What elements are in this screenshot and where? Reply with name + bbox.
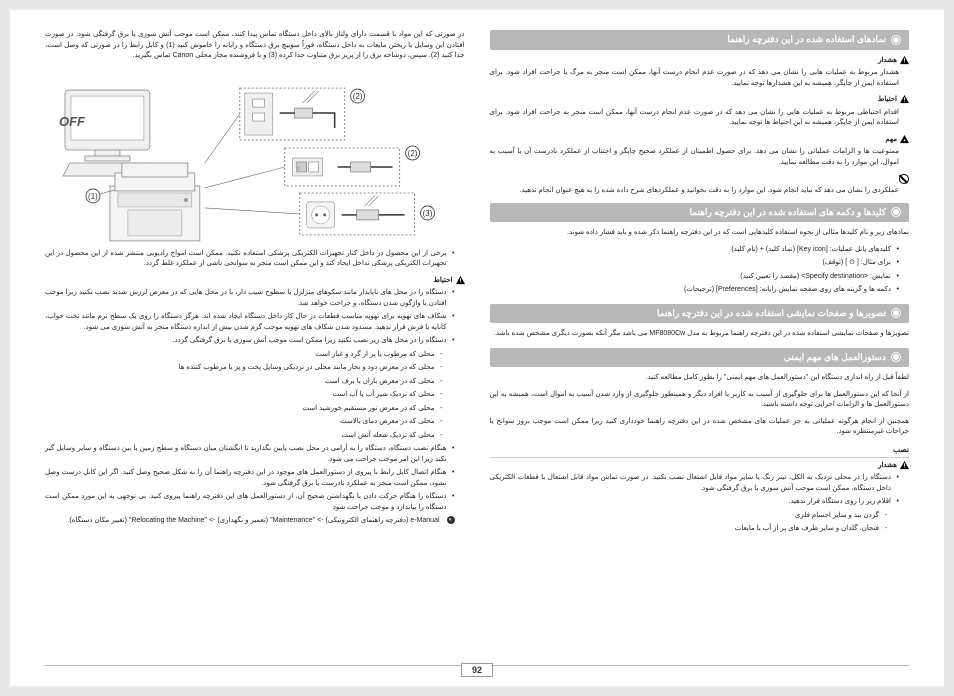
caution-icon <box>456 276 465 285</box>
list-item: هنگام نصب دستگاه، دستگاه را به آرامی در … <box>45 444 455 465</box>
manual-ref: e-Manual (دفترچه راهنمای الکترونیکی) -> … <box>67 516 439 527</box>
warning-text: هشدار مربوط به عملیات هایی را نشان می ده… <box>490 68 910 89</box>
page-footer: 92 <box>10 660 944 678</box>
safety-p1: لطفاً قبل از راه اندازی دستگاه این "دستو… <box>490 373 910 384</box>
warning-icon <box>900 56 909 65</box>
section-header-safety: دستورالعمل های مهم ایمنی <box>490 348 910 368</box>
prohibit-text: عملکردی را نشان می دهد که نباید انجام شو… <box>490 186 910 197</box>
warning-row: هشدار <box>490 461 910 472</box>
list-item: گردن بند و سایر اجسام فلزی <box>490 511 888 522</box>
location-sublist: محلی که مرطوب یا پر از گرد و غبار است مح… <box>45 350 465 442</box>
reference-icon: ◐ <box>447 516 455 524</box>
list-item: دستگاه را هنگام حرکت دادن با نگهداشتن صح… <box>45 492 455 513</box>
warning-icon <box>900 461 909 470</box>
list-item: نمایش: <Specify destination> (مقصد را تع… <box>490 272 900 283</box>
globe-icon <box>891 352 901 362</box>
list-item: دستگاه را در محل های زیر نصب نکنید زیرا … <box>45 336 455 347</box>
install-subhead: نصب <box>490 444 910 458</box>
important-icon <box>900 135 909 144</box>
section-header-symbols: نمادهای استفاده شده در این دفترچه راهنما <box>490 30 910 50</box>
globe-icon <box>891 35 901 45</box>
caution-icon <box>900 95 909 104</box>
important-label: مهم <box>885 135 897 146</box>
list-item: دکمه ها و گزینه های روی صفحه نمایش رایان… <box>490 285 900 296</box>
svg-text:(2): (2) <box>353 92 363 101</box>
caution-list: دستگاه را در محل های ناپایدار مانند سکوه… <box>45 288 465 347</box>
prohibit-row <box>490 174 910 184</box>
caution-label: احتیاط <box>433 276 452 287</box>
power-off-diagram: OFF (1) <box>45 68 465 243</box>
prohibit-icon <box>899 174 909 184</box>
caution-text: اقدام احتیاطی مربوط به عملیات هایی را نش… <box>490 108 910 129</box>
list-item: محلی که نزدیک شیر آب یا آب است <box>45 390 443 401</box>
section-title: نمادهای استفاده شده در این دفترچه راهنما <box>727 33 886 47</box>
list-item: برخی از این محصول در داخل کنار تجهیزات ا… <box>45 249 455 270</box>
images-text: تصویرها و صفحات نمایشی استفاده شده در ای… <box>490 329 910 340</box>
list-item: محلی که نزدیک شعله آتش است <box>45 431 443 442</box>
list-item: برای مثال: [ ⊙ ] (توقف) <box>490 258 900 269</box>
manual-ref-row: ◐ e-Manual (دفترچه راهنمای الکترونیکی) -… <box>45 516 465 527</box>
list-item: شکاف های تهویه برای تهویه مناسب قطعات در… <box>45 312 455 333</box>
install-sublist: گردن بند و سایر اجسام فلزی فنجان، گلدان … <box>490 511 910 535</box>
caution-label: احتیاط <box>878 95 897 106</box>
warning-row: هشدار <box>490 56 910 67</box>
warning-label: هشدار <box>878 461 897 472</box>
section-title: دستورالعمل های مهم ایمنی <box>784 351 886 365</box>
safety-p2: از آنجا که این دستورالعمل ها برای جلوگیر… <box>490 390 910 411</box>
section-title: کلیدها و دکمه های استفاده شده در این دفت… <box>690 206 887 220</box>
list-item: کلیدهای پانل عملیات: [Key icon] (نماد کل… <box>490 245 900 256</box>
important-row: مهم <box>490 135 910 146</box>
svg-text:(3): (3) <box>423 208 433 217</box>
keys-intro: نمادهای زیر و نام کلیدها مثالی از نحوه ا… <box>490 228 910 239</box>
list-item: دستگاه را در محلی نزدیک به الکل، تینر رن… <box>490 473 900 494</box>
caution-row: احتیاط <box>45 276 465 287</box>
page-number: 92 <box>461 663 493 677</box>
list-item: محلی که مرطوب یا پر از گرد و غبار است <box>45 350 443 361</box>
section-header-keys: کلیدها و دکمه های استفاده شده در این دفت… <box>490 203 910 223</box>
globe-icon <box>891 207 901 217</box>
safety-p3: همچنین از انجام هرگونه عملیاتی به جز عمل… <box>490 417 910 438</box>
important-text: ممنوعیت ها و الزامات عملیاتی را نشان می … <box>490 147 910 168</box>
top-para: در صورتی که این مواد با قسمت دارای ولتاژ… <box>45 30 465 62</box>
caution-list-2: هنگام نصب دستگاه، دستگاه را به آرامی در … <box>45 444 465 513</box>
list-item: محلی که در معرض دود و بخار مانند محلی در… <box>45 363 443 374</box>
svg-text:(1): (1) <box>88 191 98 200</box>
globe-icon <box>891 308 901 318</box>
list-item: محلی که در معرض نور مستقیم خورشید است <box>45 404 443 415</box>
list-item: اقلام زیر را روی دستگاه قرار ندهید. <box>490 497 900 508</box>
section-header-images: تصویرها و صفحات نمایشی استفاده شده در ای… <box>490 304 910 324</box>
list-item: فنجان، گلدان و سایر ظرف های پر از آب یا … <box>490 524 888 535</box>
install-list: دستگاه را در محلی نزدیک به الکل، تینر رن… <box>490 473 910 508</box>
list-item: دستگاه را در محل های ناپایدار مانند سکوه… <box>45 288 455 309</box>
list-item: هنگام اتصال کابل رابط با پیروی از دستورا… <box>45 468 455 489</box>
keys-list: کلیدهای پانل عملیات: [Key icon] (نماد کل… <box>490 245 910 296</box>
svg-text:○: ○ <box>296 165 300 171</box>
warning-label: هشدار <box>878 56 897 67</box>
after-diagram-list: برخی از این محصول در داخل کنار تجهیزات ا… <box>45 249 465 270</box>
caution-row: احتیاط <box>490 95 910 106</box>
list-item: محلی که در معرض دمای بالاست <box>45 417 443 428</box>
section-title: تصویرها و صفحات نمایشی استفاده شده در ای… <box>657 307 886 321</box>
svg-text:OFF: OFF <box>59 114 86 129</box>
svg-text:(2): (2) <box>408 148 418 157</box>
list-item: محلی که در معرض باران یا برف است <box>45 377 443 388</box>
